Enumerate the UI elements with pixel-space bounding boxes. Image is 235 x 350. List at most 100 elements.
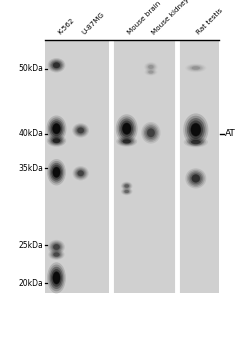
Ellipse shape bbox=[76, 169, 85, 177]
Ellipse shape bbox=[50, 163, 63, 182]
Ellipse shape bbox=[48, 135, 65, 146]
Ellipse shape bbox=[74, 124, 88, 136]
Ellipse shape bbox=[124, 184, 129, 188]
Ellipse shape bbox=[122, 123, 131, 134]
Ellipse shape bbox=[123, 183, 131, 189]
Ellipse shape bbox=[53, 62, 60, 68]
Ellipse shape bbox=[148, 71, 154, 74]
Ellipse shape bbox=[148, 65, 153, 69]
Ellipse shape bbox=[147, 64, 155, 70]
Ellipse shape bbox=[190, 65, 202, 70]
Ellipse shape bbox=[52, 123, 61, 134]
Ellipse shape bbox=[147, 70, 155, 74]
Ellipse shape bbox=[48, 117, 65, 140]
Text: Mouse brain: Mouse brain bbox=[127, 1, 162, 36]
Ellipse shape bbox=[148, 65, 154, 69]
Ellipse shape bbox=[187, 118, 205, 141]
Ellipse shape bbox=[50, 267, 63, 289]
Ellipse shape bbox=[143, 124, 159, 142]
Ellipse shape bbox=[144, 62, 158, 72]
Ellipse shape bbox=[50, 250, 63, 259]
Ellipse shape bbox=[117, 116, 136, 141]
Ellipse shape bbox=[123, 139, 131, 144]
Ellipse shape bbox=[51, 165, 62, 180]
Ellipse shape bbox=[122, 188, 132, 195]
Ellipse shape bbox=[190, 173, 202, 184]
Ellipse shape bbox=[121, 138, 133, 145]
Bar bbox=[177, 40, 219, 293]
Ellipse shape bbox=[145, 127, 157, 139]
Ellipse shape bbox=[50, 136, 63, 145]
Text: 35kDa: 35kDa bbox=[18, 164, 43, 173]
Ellipse shape bbox=[191, 140, 200, 144]
Ellipse shape bbox=[119, 138, 134, 145]
Ellipse shape bbox=[74, 167, 88, 180]
Ellipse shape bbox=[191, 66, 200, 70]
Ellipse shape bbox=[124, 184, 129, 188]
Ellipse shape bbox=[53, 244, 60, 250]
Text: ATG3: ATG3 bbox=[225, 130, 235, 138]
Ellipse shape bbox=[191, 140, 201, 144]
Ellipse shape bbox=[53, 272, 60, 284]
Ellipse shape bbox=[75, 168, 86, 178]
Ellipse shape bbox=[122, 182, 132, 190]
Text: U-87MG: U-87MG bbox=[81, 11, 106, 36]
Ellipse shape bbox=[51, 269, 62, 287]
Ellipse shape bbox=[49, 59, 64, 71]
Ellipse shape bbox=[76, 126, 86, 134]
Ellipse shape bbox=[146, 70, 156, 75]
Ellipse shape bbox=[52, 252, 61, 258]
Text: 40kDa: 40kDa bbox=[18, 130, 43, 138]
Ellipse shape bbox=[53, 252, 60, 257]
Ellipse shape bbox=[49, 241, 64, 253]
Ellipse shape bbox=[52, 167, 60, 178]
Ellipse shape bbox=[122, 122, 131, 135]
Ellipse shape bbox=[119, 118, 135, 139]
Ellipse shape bbox=[78, 170, 84, 176]
Ellipse shape bbox=[192, 66, 200, 70]
Ellipse shape bbox=[188, 171, 203, 186]
Text: K-562: K-562 bbox=[56, 18, 75, 36]
Ellipse shape bbox=[72, 123, 89, 138]
Ellipse shape bbox=[187, 64, 205, 72]
Ellipse shape bbox=[51, 121, 62, 136]
Ellipse shape bbox=[123, 189, 131, 194]
Ellipse shape bbox=[53, 124, 60, 134]
Ellipse shape bbox=[51, 61, 62, 69]
Ellipse shape bbox=[47, 159, 66, 186]
Ellipse shape bbox=[51, 242, 63, 252]
Ellipse shape bbox=[187, 170, 205, 187]
Ellipse shape bbox=[53, 167, 60, 177]
Ellipse shape bbox=[189, 120, 203, 139]
Ellipse shape bbox=[121, 120, 133, 137]
Ellipse shape bbox=[47, 262, 66, 294]
Text: Mouse kidney: Mouse kidney bbox=[151, 0, 190, 36]
Text: Rat testis: Rat testis bbox=[196, 8, 224, 36]
Ellipse shape bbox=[75, 125, 87, 135]
Ellipse shape bbox=[48, 161, 64, 183]
Ellipse shape bbox=[77, 127, 84, 133]
Ellipse shape bbox=[147, 128, 155, 138]
Ellipse shape bbox=[148, 71, 153, 74]
Ellipse shape bbox=[52, 243, 61, 251]
Ellipse shape bbox=[116, 114, 138, 143]
Ellipse shape bbox=[146, 64, 156, 70]
Text: 20kDa: 20kDa bbox=[18, 279, 43, 288]
Ellipse shape bbox=[49, 119, 64, 138]
Ellipse shape bbox=[147, 128, 155, 137]
Ellipse shape bbox=[145, 63, 157, 71]
Ellipse shape bbox=[52, 138, 61, 143]
Ellipse shape bbox=[123, 183, 130, 188]
Ellipse shape bbox=[145, 69, 157, 76]
Ellipse shape bbox=[185, 138, 206, 147]
Ellipse shape bbox=[47, 116, 67, 142]
Ellipse shape bbox=[141, 122, 161, 144]
Ellipse shape bbox=[124, 190, 129, 193]
Ellipse shape bbox=[47, 135, 66, 147]
Ellipse shape bbox=[185, 64, 206, 72]
Ellipse shape bbox=[51, 137, 62, 144]
Ellipse shape bbox=[185, 116, 207, 144]
Ellipse shape bbox=[183, 113, 208, 146]
Ellipse shape bbox=[48, 240, 65, 254]
Ellipse shape bbox=[123, 189, 130, 194]
